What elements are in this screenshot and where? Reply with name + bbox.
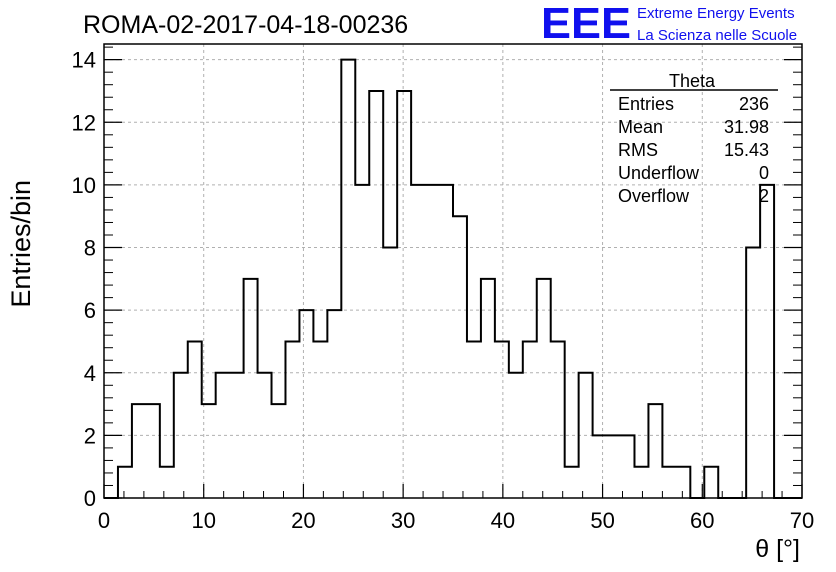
stats-row-label: Overflow bbox=[618, 186, 690, 206]
stats-row-label: Mean bbox=[618, 117, 663, 137]
x-tick-label: 60 bbox=[690, 508, 714, 533]
x-tick-label: 20 bbox=[291, 508, 315, 533]
stats-title: Theta bbox=[669, 71, 716, 91]
y-tick-label: 0 bbox=[84, 486, 96, 511]
y-tick-label: 2 bbox=[84, 423, 96, 448]
x-tick-label: 40 bbox=[491, 508, 515, 533]
logo-line-2: La Scienza nelle Scuole bbox=[637, 27, 797, 44]
y-tick-label: 8 bbox=[84, 236, 96, 261]
y-tick-label: 10 bbox=[72, 173, 96, 198]
stats-row-label: RMS bbox=[618, 140, 658, 160]
logo-line-1: Extreme Energy Events bbox=[637, 5, 795, 22]
stats-box: Theta Entries 236 Mean 31.98 RMS 15.43 Underfl… bbox=[610, 71, 778, 206]
x-tick-label: 0 bbox=[98, 508, 110, 533]
y-tick-label: 6 bbox=[84, 298, 96, 323]
x-tick-label: 50 bbox=[590, 508, 614, 533]
eee-logo-mark: EEE bbox=[541, 0, 631, 48]
y-tick-label: 12 bbox=[72, 110, 96, 135]
axis-ticks bbox=[103, 46, 803, 499]
stats-row-value: 15.43 bbox=[724, 140, 769, 160]
chart-title: ROMA-02-2017-04-18-00236 bbox=[83, 11, 408, 39]
x-tick-label: 30 bbox=[391, 508, 415, 533]
x-axis-title: θ [°] bbox=[755, 535, 800, 563]
histogram-series-line bbox=[104, 58, 802, 499]
y-tick-label: 4 bbox=[84, 361, 96, 386]
stats-row-label: Underflow bbox=[618, 163, 700, 183]
eee-logo: EEE Extreme Energy Events La Scienza nel… bbox=[541, 0, 797, 48]
stats-row-label: Entries bbox=[618, 94, 674, 114]
stats-row-value: 2 bbox=[759, 186, 769, 206]
y-tick-label: 14 bbox=[72, 48, 96, 73]
plot-frame bbox=[103, 43, 803, 499]
x-tick-label: 10 bbox=[191, 508, 215, 533]
stats-row-value: 236 bbox=[739, 94, 769, 114]
stats-row-value: 0 bbox=[759, 163, 769, 183]
x-tick-label: 70 bbox=[790, 508, 814, 533]
stats-row-value: 31.98 bbox=[724, 117, 769, 137]
y-axis-title: Entries/bin bbox=[6, 180, 36, 308]
